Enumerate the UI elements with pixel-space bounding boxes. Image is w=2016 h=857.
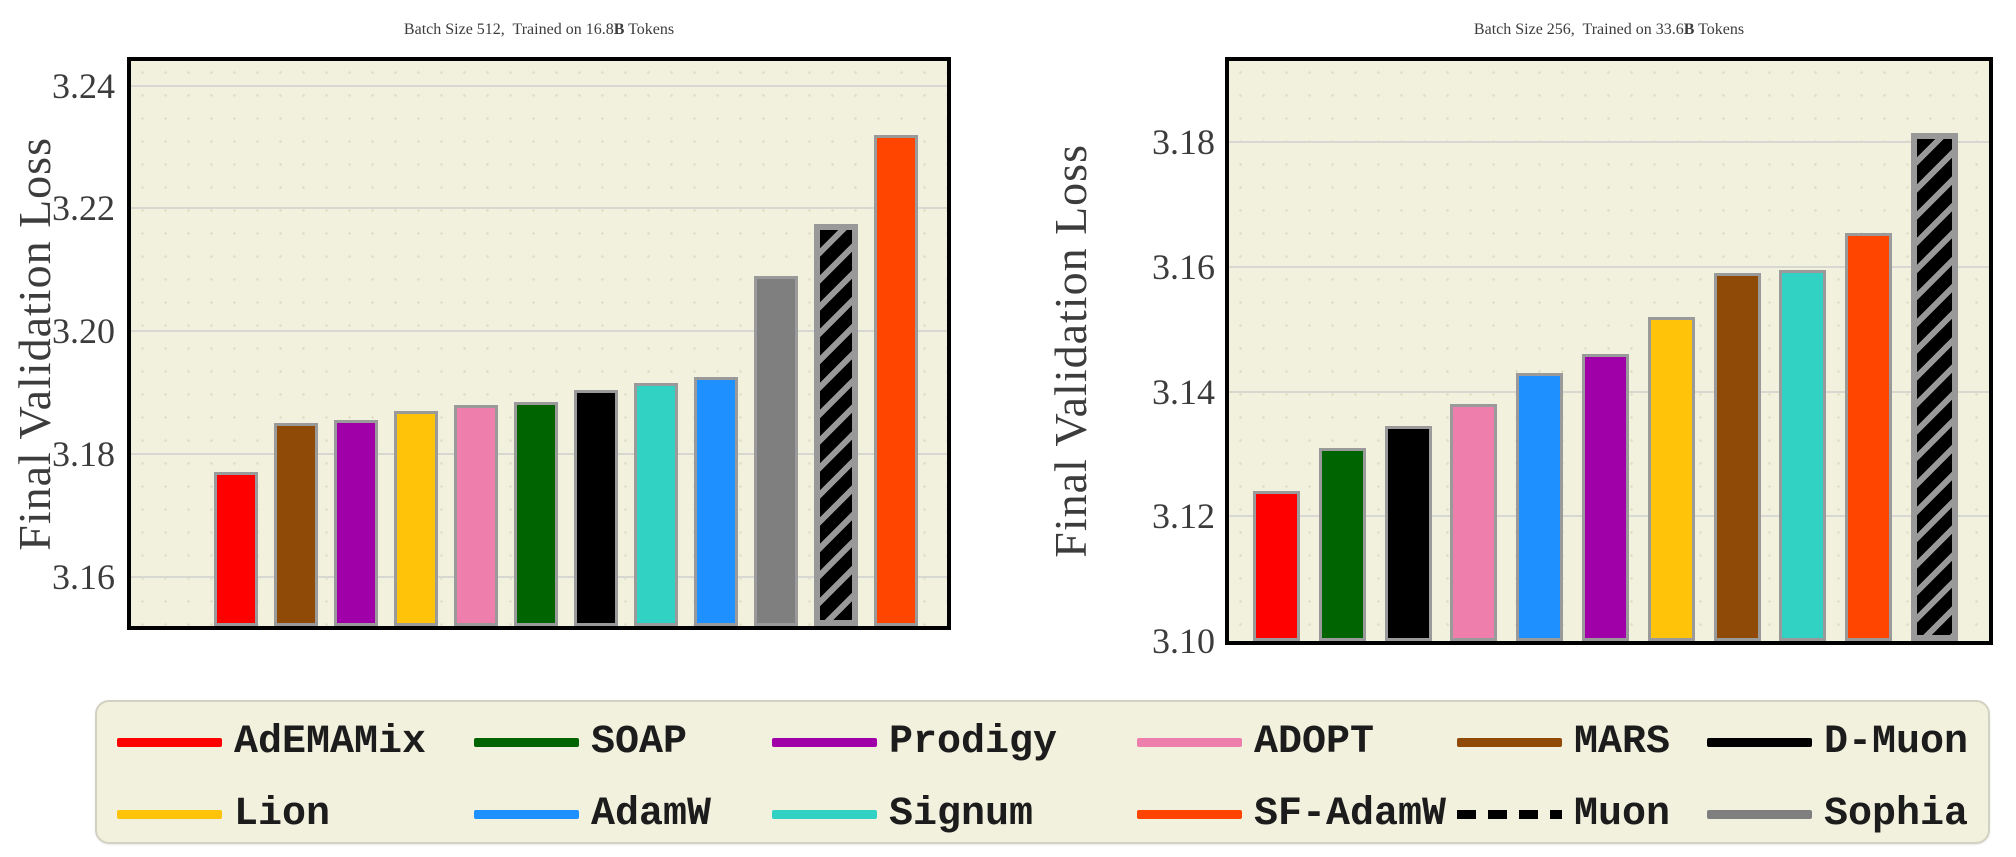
legend-swatch-MARS bbox=[1457, 737, 1562, 747]
plot-inner bbox=[1229, 61, 1989, 641]
gridline-3.16 bbox=[1229, 265, 1989, 268]
legend-label-MARS: MARS bbox=[1574, 719, 1671, 765]
bar-D-Muon bbox=[574, 389, 618, 626]
legend-label-Lion: Lion bbox=[234, 791, 331, 837]
legend-item-Signum: Signum bbox=[772, 791, 1034, 837]
bar-SF-AdamW bbox=[874, 134, 918, 626]
title-bold-b: B bbox=[613, 21, 625, 38]
bar-ADOPT bbox=[1450, 404, 1498, 641]
y-tick-label-3.16: 3.16 bbox=[1152, 246, 1215, 287]
bar-Lion bbox=[1647, 316, 1695, 641]
legend-swatch-Prodigy bbox=[772, 737, 877, 747]
y-tick-label-3.18: 3.18 bbox=[1152, 122, 1215, 163]
y-tick-label-3.14: 3.14 bbox=[1152, 371, 1215, 412]
legend-item-AdamW: AdamW bbox=[474, 791, 712, 837]
bar-Signum bbox=[634, 383, 678, 626]
legend-swatch-AdamW bbox=[474, 809, 579, 819]
legend-label-Signum: Signum bbox=[889, 791, 1034, 837]
legend-label-Prodigy: Prodigy bbox=[889, 719, 1058, 765]
title-text: Tokens bbox=[1694, 21, 1745, 38]
legend-item-MARS: MARS bbox=[1457, 719, 1671, 765]
title-text: Batch Size 512, Trained on 16.8 bbox=[403, 21, 614, 38]
legend-label-Muon: Muon bbox=[1574, 791, 1671, 837]
legend-label-SOAP: SOAP bbox=[591, 719, 688, 765]
legend-swatch-ADOPT bbox=[1137, 737, 1242, 747]
legend-label-ADOPT: ADOPT bbox=[1254, 719, 1375, 765]
gridline-3.18 bbox=[1229, 141, 1989, 144]
bar-AdEMAMix bbox=[214, 472, 258, 626]
bar-D-Muon bbox=[1384, 425, 1432, 641]
bar-AdamW bbox=[1516, 372, 1564, 641]
bar-MARS bbox=[274, 423, 318, 626]
gridline-3.24 bbox=[131, 84, 947, 87]
bar-Signum bbox=[1779, 269, 1827, 641]
y-tick-label-3.18: 3.18 bbox=[52, 434, 115, 475]
y-tick-label-3.10: 3.10 bbox=[1152, 621, 1215, 661]
legend-label-AdamW: AdamW bbox=[591, 791, 712, 837]
title-bold-b: B bbox=[1683, 21, 1695, 38]
bar-SOAP bbox=[514, 401, 558, 626]
legend-label-SF-AdamW: SF-AdamW bbox=[1254, 791, 1447, 837]
legend-swatch-AdEMAMix bbox=[117, 737, 222, 747]
legend-item-ADOPT: ADOPT bbox=[1137, 719, 1375, 765]
bar-Sophia bbox=[754, 275, 798, 626]
legend-item-Prodigy: Prodigy bbox=[772, 719, 1058, 765]
legend-swatch-Lion bbox=[117, 809, 222, 819]
legend-swatch-Signum bbox=[772, 809, 877, 819]
legend: AdEMAMix SOAP Prodigy ADOPT MARS D-Muon Lion Ad… bbox=[95, 700, 1990, 844]
y-tick-label-3.12: 3.12 bbox=[1152, 496, 1215, 537]
legend-item-AdEMAMix: AdEMAMix bbox=[117, 719, 427, 765]
legend-swatch-SOAP bbox=[474, 737, 579, 747]
y-tick-label-3.16: 3.16 bbox=[52, 556, 115, 597]
gridline-3.22 bbox=[131, 207, 947, 210]
plot-area-right bbox=[1225, 57, 1993, 645]
legend-item-D-Muon: D-Muon bbox=[1707, 719, 1969, 765]
title-text: Batch Size 256, Trained on 33.6 bbox=[1473, 21, 1684, 38]
bar-AdEMAMix bbox=[1253, 491, 1300, 641]
legend-swatch-Sophia bbox=[1707, 809, 1812, 819]
bar-ADOPT bbox=[454, 404, 498, 626]
plot-inner bbox=[131, 61, 947, 626]
gridline-3.20 bbox=[131, 330, 947, 333]
legend-swatch-Muon bbox=[1457, 809, 1562, 819]
y-tick-label-3.22: 3.22 bbox=[52, 188, 115, 229]
bar-Lion bbox=[394, 411, 438, 626]
plot-area-left bbox=[127, 57, 951, 630]
chart-title-left: Batch Size 512, Trained on 16.8B Tokens bbox=[127, 6, 951, 54]
legend-item-Lion: Lion bbox=[117, 791, 331, 837]
bar-Muon bbox=[814, 223, 858, 626]
legend-label-D-Muon: D-Muon bbox=[1824, 719, 1969, 765]
y-tick-label-3.20: 3.20 bbox=[52, 311, 115, 352]
legend-item-SF-AdamW: SF-AdamW bbox=[1137, 791, 1447, 837]
legend-item-Muon: Muon bbox=[1457, 791, 1671, 837]
bar-SOAP bbox=[1318, 447, 1366, 641]
bar-AdamW bbox=[694, 377, 738, 626]
bar-Muon bbox=[1911, 132, 1958, 641]
legend-label-Sophia: Sophia bbox=[1824, 791, 1969, 837]
bar-MARS bbox=[1713, 273, 1761, 641]
chart-title-right: Batch Size 256, Trained on 33.6B Tokens bbox=[1225, 6, 1993, 54]
legend-item-SOAP: SOAP bbox=[474, 719, 688, 765]
legend-swatch-SF-AdamW bbox=[1137, 809, 1242, 819]
y-tick-label-3.24: 3.24 bbox=[52, 65, 115, 106]
bar-SF-AdamW bbox=[1845, 232, 1893, 641]
bar-Prodigy bbox=[1582, 354, 1629, 641]
title-text: Tokens bbox=[624, 21, 675, 38]
legend-label-AdEMAMix: AdEMAMix bbox=[234, 719, 427, 765]
legend-item-Sophia: Sophia bbox=[1707, 791, 1969, 837]
legend-swatch-D-Muon bbox=[1707, 737, 1812, 747]
bar-Prodigy bbox=[334, 420, 378, 626]
